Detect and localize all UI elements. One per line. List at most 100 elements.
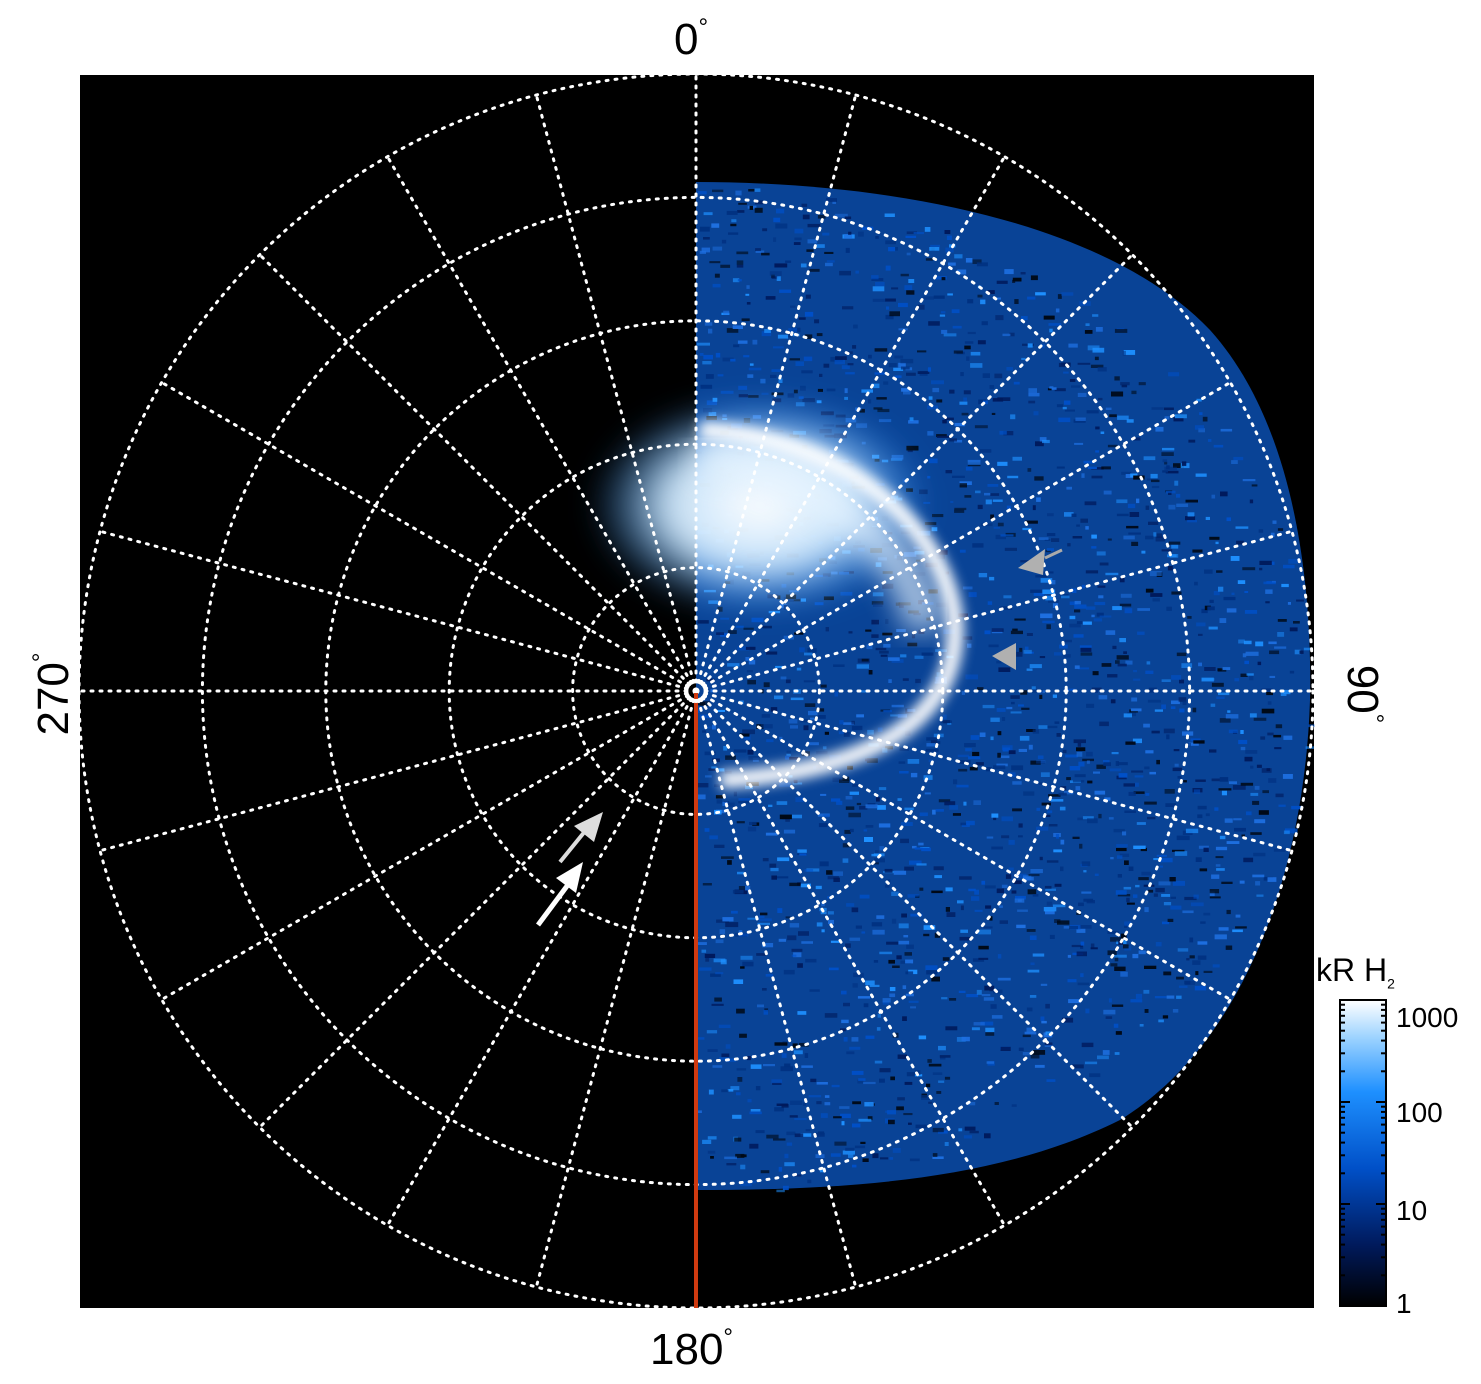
noise-speckle bbox=[902, 678, 909, 681]
noise-speckle bbox=[899, 771, 909, 774]
noise-speckle bbox=[901, 822, 913, 826]
noise-speckle bbox=[1197, 814, 1203, 819]
noise-speckle bbox=[932, 514, 944, 518]
noise-speckle bbox=[1165, 803, 1176, 807]
noise-speckle bbox=[749, 205, 753, 210]
noise-speckle bbox=[1077, 392, 1087, 397]
noise-speckle bbox=[1303, 647, 1312, 651]
noise-speckle bbox=[961, 1036, 970, 1042]
colorbar-tick-100: 100 bbox=[1396, 1097, 1443, 1128]
noise-speckle bbox=[928, 759, 933, 762]
noise-speckle bbox=[1046, 533, 1056, 537]
noise-speckle bbox=[1067, 979, 1077, 983]
noise-speckle bbox=[971, 1027, 980, 1031]
noise-speckle bbox=[1035, 441, 1044, 447]
noise-speckle bbox=[777, 334, 789, 339]
noise-speckle bbox=[888, 363, 897, 368]
noise-speckle bbox=[1220, 428, 1233, 432]
noise-speckle bbox=[949, 389, 955, 394]
noise-speckle bbox=[890, 1076, 895, 1081]
noise-speckle bbox=[946, 912, 956, 917]
noise-speckle bbox=[959, 483, 967, 488]
noise-speckle bbox=[1014, 618, 1026, 621]
noise-speckle bbox=[1119, 853, 1130, 857]
noise-speckle bbox=[843, 732, 850, 737]
noise-speckle bbox=[784, 1063, 791, 1068]
noise-speckle bbox=[1268, 778, 1277, 783]
noise-speckle bbox=[1182, 910, 1194, 914]
noise-speckle bbox=[909, 1158, 920, 1162]
noise-speckle bbox=[804, 703, 816, 707]
noise-speckle bbox=[838, 731, 844, 735]
noise-speckle bbox=[1002, 747, 1011, 752]
noise-speckle bbox=[1153, 893, 1158, 897]
noise-speckle bbox=[933, 866, 944, 871]
noise-speckle bbox=[995, 315, 1004, 321]
noise-speckle bbox=[1040, 578, 1053, 583]
noise-speckle bbox=[1102, 1050, 1110, 1055]
noise-speckle bbox=[810, 717, 814, 720]
colorbar-title: kR H2 bbox=[1316, 952, 1395, 992]
noise-speckle bbox=[1242, 479, 1256, 482]
noise-speckle bbox=[1049, 386, 1054, 389]
noise-speckle bbox=[1259, 567, 1263, 571]
noise-speckle bbox=[947, 293, 953, 296]
noise-speckle bbox=[769, 863, 777, 868]
noise-speckle bbox=[800, 385, 806, 391]
noise-speckle bbox=[946, 235, 952, 240]
noise-speckle bbox=[1039, 856, 1043, 861]
noise-speckle bbox=[771, 276, 779, 279]
noise-speckle bbox=[1000, 1046, 1011, 1051]
noise-speckle bbox=[1081, 584, 1086, 589]
noise-speckle bbox=[1228, 729, 1238, 734]
noise-speckle bbox=[1115, 761, 1119, 766]
noise-speckle bbox=[794, 1133, 804, 1138]
noise-speckle bbox=[938, 1045, 946, 1051]
noise-speckle bbox=[1166, 490, 1176, 494]
noise-speckle bbox=[848, 1154, 854, 1158]
noise-speckle bbox=[801, 203, 808, 207]
noise-speckle bbox=[717, 374, 724, 377]
noise-speckle bbox=[765, 832, 778, 836]
noise-speckle bbox=[957, 900, 964, 904]
noise-speckle bbox=[1183, 780, 1187, 783]
noise-speckle bbox=[876, 1027, 881, 1031]
noise-speckle bbox=[913, 546, 921, 550]
noise-speckle bbox=[944, 1142, 949, 1146]
noise-speckle bbox=[752, 339, 758, 345]
noise-speckle bbox=[1117, 894, 1131, 897]
noise-speckle bbox=[1072, 536, 1083, 539]
noise-speckle bbox=[1002, 333, 1011, 337]
noise-speckle bbox=[777, 908, 783, 913]
noise-speckle bbox=[1254, 785, 1260, 790]
noise-speckle bbox=[996, 763, 1008, 767]
noise-speckle bbox=[764, 1008, 769, 1012]
noise-speckle bbox=[997, 397, 1011, 401]
noise-speckle bbox=[885, 314, 894, 320]
noise-speckle bbox=[718, 1024, 731, 1028]
noise-speckle bbox=[766, 739, 774, 743]
noise-speckle bbox=[899, 747, 909, 751]
noise-speckle bbox=[788, 328, 798, 333]
noise-speckle bbox=[823, 363, 830, 368]
noise-speckle bbox=[1133, 475, 1145, 480]
noise-speckle bbox=[721, 1053, 730, 1058]
noise-speckle bbox=[1069, 379, 1076, 382]
noise-speckle bbox=[1207, 606, 1215, 611]
noise-speckle bbox=[778, 938, 786, 942]
noise-speckle bbox=[907, 894, 919, 898]
noise-speckle bbox=[726, 210, 738, 215]
noise-speckle bbox=[847, 765, 853, 770]
noise-speckle bbox=[895, 602, 900, 606]
noise-speckle bbox=[917, 350, 927, 353]
white-arrow-lower bbox=[535, 862, 583, 927]
noise-speckle bbox=[879, 846, 885, 851]
noise-speckle bbox=[999, 905, 1003, 908]
noise-speckle bbox=[902, 985, 907, 990]
noise-speckle bbox=[747, 1056, 751, 1061]
noise-speckle bbox=[826, 388, 836, 392]
noise-speckle bbox=[1124, 608, 1133, 614]
noise-speckle bbox=[709, 261, 721, 264]
noise-speckle bbox=[720, 633, 730, 637]
noise-speckle bbox=[1205, 516, 1210, 520]
